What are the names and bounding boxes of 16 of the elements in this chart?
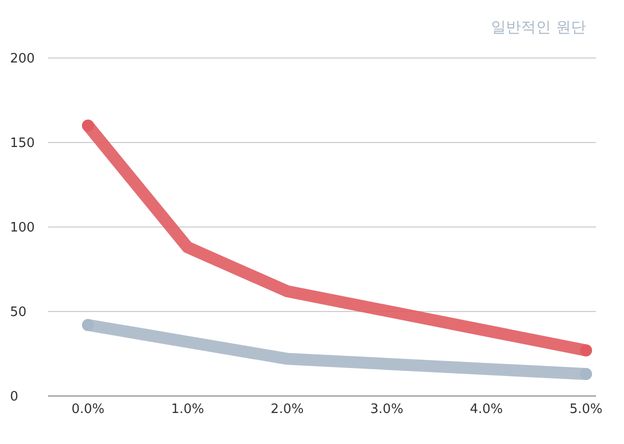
x-tick-label: 0.0% bbox=[71, 402, 105, 418]
y-tick-label: 150 bbox=[10, 136, 35, 152]
x-tick-label: 4.0% bbox=[470, 402, 503, 418]
text: 일반적인 원단 bbox=[491, 18, 586, 37]
x-tick-label: 2.0% bbox=[270, 402, 304, 418]
y-tick-label: 0 bbox=[10, 390, 18, 405]
x-tick-label: 3.0% bbox=[370, 402, 404, 418]
point bbox=[580, 344, 592, 356]
x-tick-label: 1.0% bbox=[171, 402, 204, 418]
x-tick-label: 5.0% bbox=[569, 402, 603, 418]
point bbox=[82, 120, 94, 132]
y-tick-label: 100 bbox=[10, 220, 35, 236]
point bbox=[580, 368, 592, 380]
point bbox=[82, 319, 94, 332]
y-tick-label: 200 bbox=[10, 52, 35, 67]
y-tick-label: 50 bbox=[10, 305, 27, 320]
